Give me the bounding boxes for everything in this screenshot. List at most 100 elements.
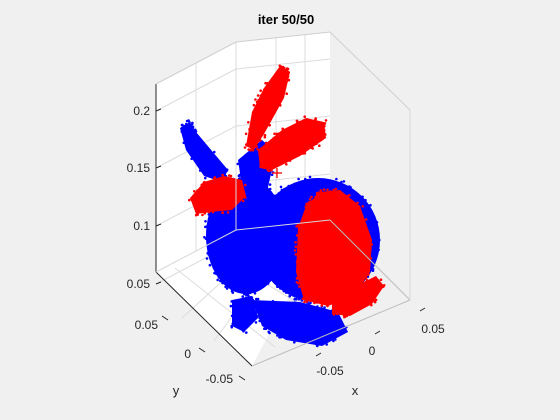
cloud-point <box>346 194 350 198</box>
cloud-point <box>295 119 299 123</box>
cloud-point <box>222 185 225 189</box>
cloud-point <box>271 300 275 303</box>
cloud-point <box>269 191 273 194</box>
z-tick-label: 0.15 <box>127 161 151 175</box>
cloud-point <box>279 185 283 189</box>
cloud-point <box>257 99 260 102</box>
cloud-point <box>243 146 247 149</box>
axis-line <box>235 219 331 231</box>
cloud-point <box>314 117 318 120</box>
grid-line <box>174 267 276 348</box>
x-tick-label: 0 <box>369 344 376 358</box>
cloud-point <box>373 276 377 280</box>
cloud-point <box>218 254 222 257</box>
cloud-point <box>252 305 256 308</box>
cloud-point <box>275 132 279 136</box>
cloud-point <box>247 148 250 151</box>
cloud-point <box>259 139 262 142</box>
cloud-point <box>256 307 259 311</box>
cloud-point <box>209 209 212 212</box>
cloud-point <box>232 248 236 251</box>
cloud-point <box>279 333 283 337</box>
cloud-point <box>258 219 261 222</box>
tick-marks <box>155 108 426 381</box>
cloud-point <box>282 289 286 293</box>
cloud-point <box>262 166 266 170</box>
cloud-point <box>252 241 256 244</box>
cloud-point <box>308 175 312 179</box>
cloud-point <box>311 147 315 150</box>
cloud-point <box>191 121 194 125</box>
cloud-point <box>309 299 312 303</box>
cloud-point <box>370 243 374 246</box>
cloud-point <box>238 177 241 180</box>
cloud-point <box>382 284 386 287</box>
x-tick-label: -0.05 <box>316 364 344 378</box>
cloud-point <box>293 341 296 344</box>
cloud-point <box>226 211 230 214</box>
cloud-blob <box>332 276 384 316</box>
cloud-point <box>376 228 379 232</box>
cloud-point <box>298 194 301 198</box>
y-tick-label: 0 <box>184 347 191 361</box>
cloud-point <box>373 300 377 304</box>
cloud-point <box>196 189 199 192</box>
cloud-point <box>211 210 215 214</box>
cloud-point <box>293 249 297 252</box>
cloud-point <box>342 314 346 317</box>
cloud-point <box>368 302 372 306</box>
cloud-point <box>245 293 248 297</box>
cloud-point <box>256 223 260 226</box>
cloud-point <box>319 190 322 193</box>
cloud-point <box>260 147 263 150</box>
cloud-point <box>256 179 260 183</box>
cloud-point <box>247 178 250 182</box>
cloud-point <box>231 291 235 294</box>
cloud-point <box>227 197 231 201</box>
grid-line <box>235 58 331 70</box>
cloud-point <box>188 198 191 202</box>
cloud-point <box>239 180 243 184</box>
cloud-point <box>271 166 274 170</box>
cloud-point <box>207 210 211 214</box>
cloud-point <box>295 234 299 237</box>
cloud-point <box>323 306 326 309</box>
cloud-point <box>268 279 271 283</box>
cloud-point <box>361 283 364 286</box>
cloud-point <box>300 180 304 184</box>
cloud-point <box>263 135 267 139</box>
axis-line <box>155 271 253 367</box>
cloud-point <box>303 152 307 155</box>
cloud-point <box>286 75 290 78</box>
cloud-point <box>204 145 207 149</box>
cloud-point <box>244 183 247 187</box>
cloud-point <box>240 184 243 188</box>
cloud-point <box>198 169 202 172</box>
cloud-point <box>204 237 208 240</box>
cloud-point <box>279 287 282 290</box>
cloud-point <box>245 331 248 334</box>
cloud-point <box>361 195 364 199</box>
cloud-point <box>335 312 339 316</box>
cloud-point <box>296 268 300 271</box>
cloud-point <box>190 157 193 161</box>
axis-line <box>155 41 237 85</box>
cloud-point <box>242 193 246 197</box>
cloud-point <box>185 122 188 126</box>
cloud-point <box>345 313 348 317</box>
cloud-point <box>295 225 298 228</box>
cloud-point <box>259 89 263 92</box>
tick-mark <box>155 165 162 169</box>
cloud-point <box>230 288 234 291</box>
cloud-point <box>288 294 292 298</box>
cloud-point <box>248 291 252 295</box>
cloud-point <box>301 290 305 294</box>
cloud-point <box>316 305 319 308</box>
y-tick-label: 0.05 <box>135 318 159 332</box>
cloud-point <box>193 190 196 193</box>
cloud-point <box>206 251 209 255</box>
cloud-point <box>228 174 231 177</box>
cloud-point <box>254 297 258 301</box>
cloud-point <box>353 287 356 291</box>
cloud-point <box>191 125 195 129</box>
